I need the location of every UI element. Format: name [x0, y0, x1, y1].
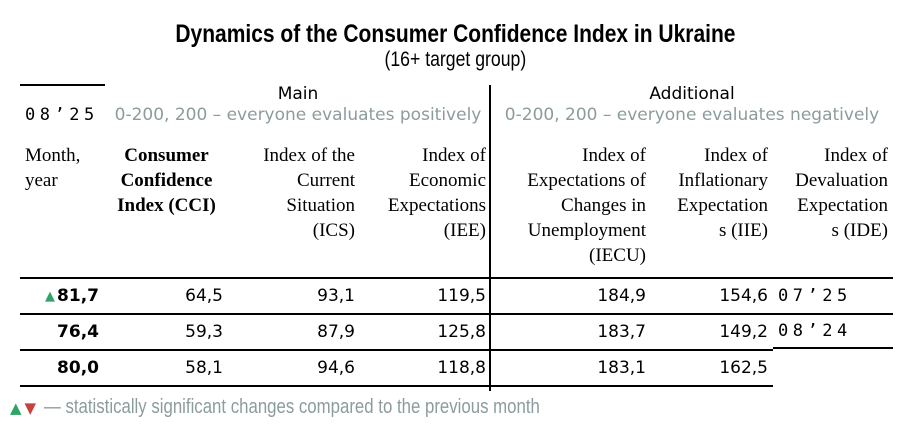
legend-text: — statistically significant changes comp…	[44, 396, 540, 418]
title-row: Dynamics of the Consumer Confidence Inde…	[0, 20, 910, 49]
cell-iecu: 119,5	[360, 277, 491, 313]
cell-ide: 149,2	[651, 313, 773, 349]
cell-iecu: 125,8	[360, 313, 491, 349]
col-header-ics: Index of the Current Situation (ICS)	[263, 145, 355, 241]
cci-table: Main 0-200, 200 – everyone evaluates pos…	[20, 84, 893, 387]
col-header-iie: Index of Inflationary Expectation s (IIE…	[677, 145, 768, 241]
legend-up-icon: ▲	[10, 398, 22, 417]
col-header-ide: Index of Devaluation Expectation s (IDE)	[795, 145, 888, 241]
cci-value: 80,0	[57, 358, 99, 378]
cell-ics: 58,1	[105, 349, 228, 387]
cell-ide: 162,5	[651, 349, 773, 387]
group-header-main: Main 0-200, 200 – everyone evaluates pos…	[105, 84, 491, 143]
up-triangle-icon: ▲	[45, 288, 56, 304]
cci-value: 76,4	[57, 322, 99, 342]
cell-cci: ▲ 81,7	[20, 277, 105, 313]
main-additional-divider	[489, 85, 491, 391]
cell-ics: 64,5	[105, 277, 228, 313]
cell-iie: 184,9	[491, 277, 651, 313]
group-main-scale-note: 0-200, 200 – everyone evaluates positive…	[114, 105, 482, 125]
col-header-month: Month, year	[25, 145, 81, 191]
group-additional-label: Additional	[649, 84, 735, 104]
page-title: Dynamics of the Consumer Confidence Inde…	[174, 20, 736, 48]
cell-iecu: 118,8	[360, 349, 491, 387]
cci-value: 81,7	[57, 286, 99, 306]
cell-iee: 87,9	[228, 313, 360, 349]
cell-month: 08’25	[20, 84, 105, 143]
cell-ide: 154,6	[651, 277, 773, 313]
legend: ▲ ▼ — statistically significant changes …	[10, 396, 634, 419]
cell-month: 08’24	[773, 313, 893, 349]
cell-iee: 93,1	[228, 277, 360, 313]
cell-month: 07’25	[773, 277, 893, 313]
cell-cci: 76,4	[20, 313, 105, 349]
col-header-iecu: Index of Expectations of Changes in Unem…	[527, 145, 646, 266]
group-additional-scale-note: 0-200, 200 – everyone evaluates negative…	[504, 105, 880, 125]
cell-iie: 183,1	[491, 349, 651, 387]
cell-iee: 94,6	[228, 349, 360, 387]
cell-iie: 183,7	[491, 313, 651, 349]
subtitle-row: (16+ target group)	[0, 48, 910, 72]
cell-ics: 59,3	[105, 313, 228, 349]
page-subtitle: (16+ target group)	[384, 48, 526, 71]
group-header-additional: Additional 0-200, 200 – everyone evaluat…	[491, 84, 893, 143]
group-main-label: Main	[277, 84, 319, 104]
cell-cci: 80,0	[20, 349, 105, 387]
col-header-iee: Index of Economic Expectations (IEE)	[387, 145, 486, 241]
col-header-cci: Consumer Confidence Index (CCI)	[117, 145, 216, 216]
legend-down-icon: ▼	[24, 398, 37, 417]
